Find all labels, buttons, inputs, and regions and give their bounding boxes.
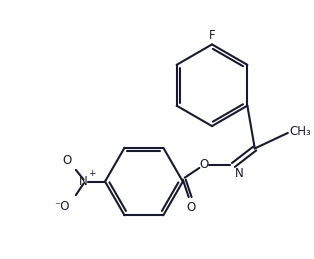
Text: N: N bbox=[79, 175, 88, 188]
Text: ⁻O: ⁻O bbox=[55, 200, 70, 213]
Text: F: F bbox=[209, 30, 215, 42]
Text: +: + bbox=[89, 169, 96, 178]
Text: N: N bbox=[235, 167, 244, 180]
Text: CH₃: CH₃ bbox=[290, 125, 311, 138]
Text: O: O bbox=[186, 201, 195, 214]
Text: O: O bbox=[200, 159, 209, 171]
Text: O: O bbox=[63, 154, 72, 167]
